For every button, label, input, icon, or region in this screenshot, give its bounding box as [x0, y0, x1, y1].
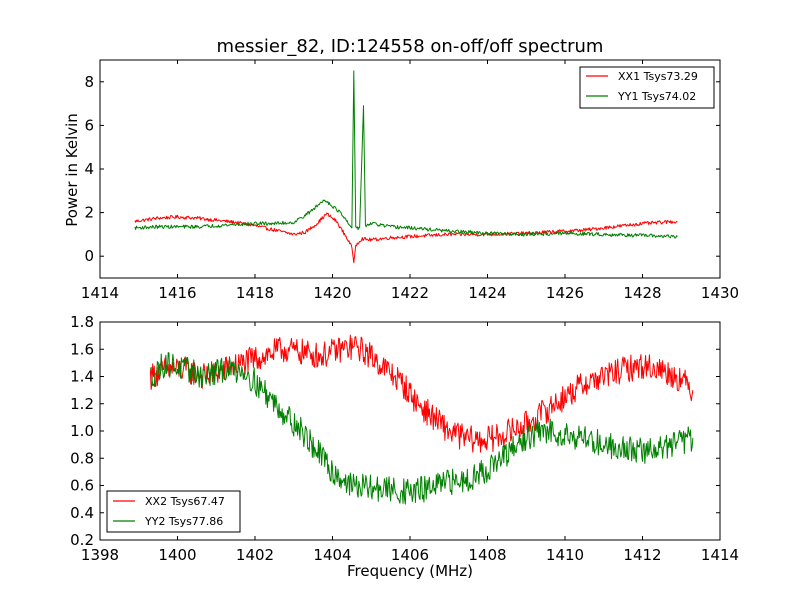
x-tick-label: 1430 — [701, 284, 739, 302]
x-tick-label: 1410 — [546, 546, 584, 564]
x-tick-label: 1414 — [81, 284, 119, 302]
series-line-xx2 — [149, 334, 694, 453]
x-tick-label: 1408 — [468, 546, 506, 564]
y-tick-label: 1.4 — [70, 368, 94, 386]
legend-entry-xx1: XX1 Tsys73.29 — [618, 70, 698, 83]
y-axis-label: Power in Kelvin — [63, 113, 81, 227]
legend-entry-yy1: YY1 Tsys74.02 — [617, 90, 696, 103]
x-tick-label: 1416 — [158, 284, 196, 302]
x-tick-label: 1404 — [313, 546, 351, 564]
x-tick-label: 1406 — [391, 546, 429, 564]
series-line-yy2 — [149, 352, 694, 505]
clip-mask — [0, 278, 800, 291]
y-tick-label: 1.8 — [70, 313, 94, 331]
x-tick-label: 1420 — [313, 284, 351, 302]
x-tick-label: 1428 — [623, 284, 661, 302]
legend-box — [106, 490, 241, 533]
series-line-xx1 — [134, 212, 678, 264]
x-tick-label: 1414 — [701, 546, 739, 564]
y-tick-label: 0.4 — [70, 504, 94, 522]
x-tick-label: 1424 — [468, 284, 506, 302]
legend-box — [579, 66, 715, 109]
legend-entry-yy2: YY2 Tsys77.86 — [144, 515, 223, 528]
y-tick-label: 0.8 — [70, 449, 94, 467]
y-tick-label: 0 — [84, 247, 94, 265]
series-line-yy1 — [134, 70, 678, 239]
x-tick-label: 1412 — [623, 546, 661, 564]
chart-title: messier_82, ID:124558 on-off/off spectru… — [217, 36, 604, 57]
legend-entry-xx2: XX2 Tsys67.47 — [145, 495, 225, 508]
x-tick-label: 1426 — [546, 284, 584, 302]
y-tick-label: 1.6 — [70, 340, 94, 358]
x-tick-label: 1422 — [391, 284, 429, 302]
top-legend: XX1 Tsys73.29 YY1 Tsys74.02 — [579, 66, 715, 109]
y-tick-label: 8 — [84, 73, 94, 91]
top-spectrum-panel: messier_82, ID:124558 on-off/off spectru… — [0, 36, 800, 302]
x-tick-label: 1418 — [236, 284, 274, 302]
x-tick-label: 1400 — [158, 546, 196, 564]
bottom-spectrum-panel: Frequency (MHz) 1398 1400 1402 1404 1406 1408… — [0, 313, 800, 580]
clip-mask — [0, 540, 800, 553]
bottom-legend: XX2 Tsys67.47 YY2 Tsys77.86 — [106, 490, 241, 533]
y-tick-label: 1.0 — [70, 422, 94, 440]
x-tick-label: 1402 — [236, 546, 274, 564]
y-tick-label: 0.6 — [70, 477, 94, 495]
y-tick-label: 0.2 — [70, 531, 94, 549]
x-tick-label: 1398 — [81, 546, 119, 564]
y-tick-label: 4 — [84, 160, 94, 178]
x-axis-label: Frequency (MHz) — [347, 562, 473, 580]
y-tick-label: 6 — [84, 116, 94, 134]
y-tick-label: 2 — [84, 204, 94, 222]
y-tick-label: 1.2 — [70, 395, 94, 413]
